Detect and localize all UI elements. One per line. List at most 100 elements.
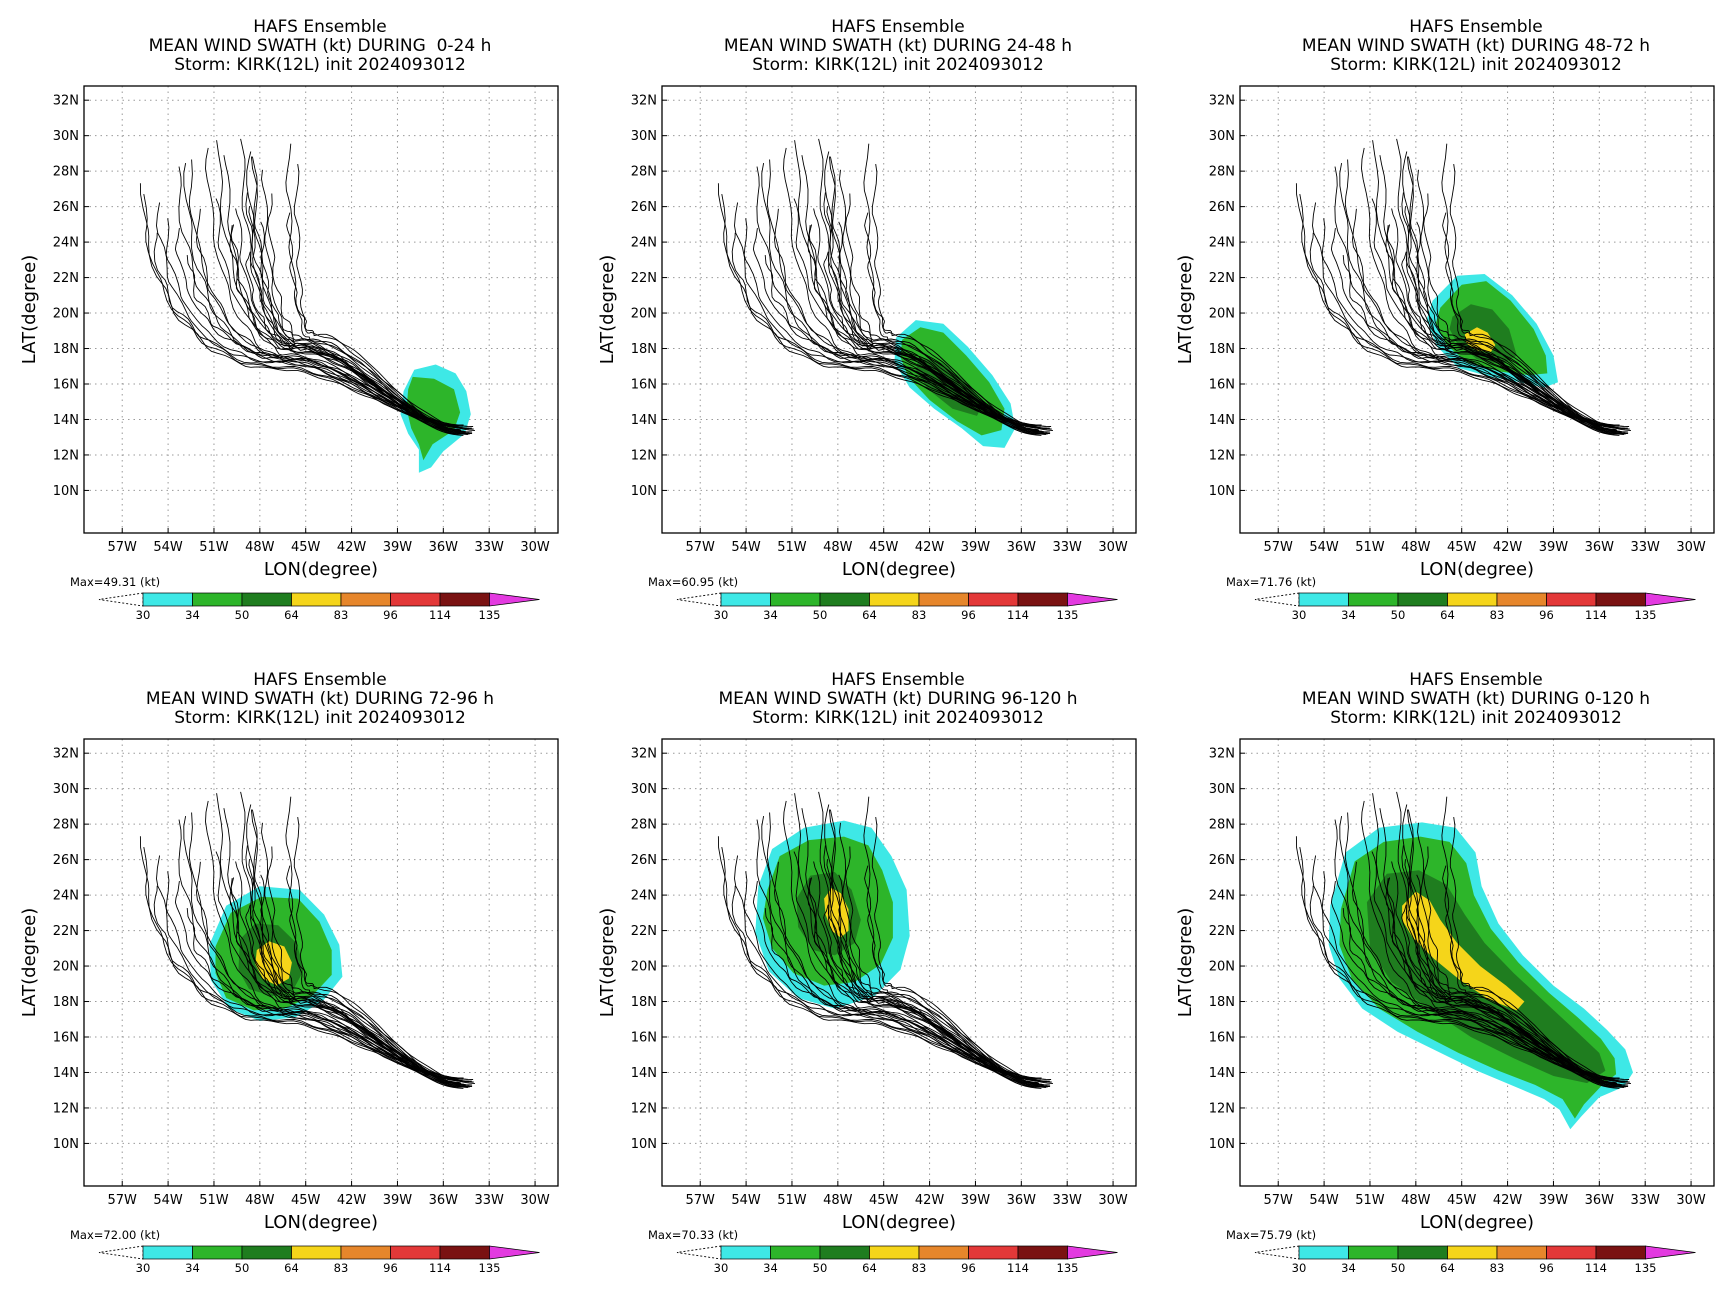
colorbar-over-range bbox=[1067, 592, 1118, 607]
ensemble-track bbox=[1344, 159, 1618, 429]
lat-tick-label: 16N bbox=[53, 1031, 79, 1046]
lat-tick-label: 12N bbox=[53, 448, 79, 463]
ensemble-track bbox=[1295, 836, 1630, 1083]
colorbar-swatch bbox=[241, 592, 292, 607]
colorbar-swatch bbox=[439, 592, 490, 607]
colorbar-level-label: 96 bbox=[1539, 1261, 1554, 1275]
swath-map: 32N 30N 28N 26N 24N 22N 20N 18N 16N 14N 12N 10N 57W 5… bbox=[19, 738, 559, 1275]
ensemble-track bbox=[731, 885, 1037, 1079]
lon-tick-label: 33W bbox=[1630, 1193, 1660, 1208]
colorbar-level-label: 34 bbox=[185, 608, 200, 622]
swath-panel: HAFS Ensemble MEAN WIND SWATH (kt) DURING… bbox=[578, 653, 1156, 1306]
lat-tick-label: 28N bbox=[631, 818, 657, 833]
colorbar-swatch bbox=[1298, 592, 1349, 607]
colorbar-level-label: 96 bbox=[961, 1261, 976, 1275]
lat-tick-label: 30N bbox=[53, 782, 79, 797]
wind-swath bbox=[755, 820, 910, 1009]
lat-tick-label: 10N bbox=[631, 484, 657, 499]
swath-map: 32N 30N 28N 26N 24N 22N 20N 18N 16N 14N 12N 10N 57W 5… bbox=[1175, 738, 1715, 1275]
colorbar-swatch bbox=[968, 1245, 1019, 1260]
colorbar-level-label: 135 bbox=[1057, 608, 1079, 622]
lon-tick-label: 39W bbox=[961, 1193, 991, 1208]
ensemble-track bbox=[260, 221, 475, 431]
ensemble-track bbox=[1417, 822, 1616, 1088]
map-frame bbox=[1239, 738, 1715, 1187]
colorbar-swatch bbox=[1595, 592, 1646, 607]
colorbar-swatch bbox=[770, 1245, 821, 1260]
lon-tick-label: 48W bbox=[823, 540, 853, 555]
panel-title-line: HAFS Ensemble bbox=[253, 17, 387, 37]
lat-tick-label: 26N bbox=[53, 200, 79, 215]
ensemble-track bbox=[139, 183, 474, 430]
ensemble-track bbox=[766, 159, 1040, 429]
map-frame bbox=[661, 85, 1137, 534]
colorbar-level-label: 114 bbox=[429, 1261, 451, 1275]
lat-tick-label: 18N bbox=[1209, 342, 1235, 357]
ensemble-track bbox=[215, 851, 472, 1086]
lat-tick-label: 26N bbox=[631, 200, 657, 215]
lat-tick-label: 16N bbox=[1209, 378, 1235, 393]
lat-tick-label: 12N bbox=[631, 1101, 657, 1116]
lat-tick-label: 16N bbox=[53, 378, 79, 393]
lon-tick-label: 42W bbox=[915, 540, 945, 555]
ensemble-track bbox=[261, 822, 460, 1088]
lon-tick-label: 48W bbox=[1401, 540, 1431, 555]
colorbar-level-label: 114 bbox=[1585, 608, 1607, 622]
lat-tick-label: 20N bbox=[1209, 960, 1235, 975]
lon-tick-label: 30W bbox=[1098, 540, 1128, 555]
lat-tick-label: 28N bbox=[631, 165, 657, 180]
lat-tick-label: 24N bbox=[631, 236, 657, 251]
colorbar-swatch bbox=[1595, 1245, 1646, 1260]
map-frame bbox=[83, 738, 559, 1187]
colorbar-level-label: 83 bbox=[1490, 1261, 1505, 1275]
ensemble-track bbox=[864, 212, 1040, 431]
lon-tick-label: 39W bbox=[1539, 540, 1569, 555]
lon-tick-label: 48W bbox=[1401, 1193, 1431, 1208]
swath-map: 32N 30N 28N 26N 24N 22N 20N 18N 16N 14N 12N 10N 57W 5… bbox=[597, 738, 1137, 1275]
swath-map: 32N 30N 28N 26N 24N 22N 20N 18N 16N 14N 12N 10N 57W 5… bbox=[1175, 85, 1715, 622]
lon-tick-label: 33W bbox=[474, 540, 504, 555]
y-axis-label: LAT(degree) bbox=[19, 255, 40, 364]
lon-tick-label: 57W bbox=[1264, 540, 1294, 555]
lon-tick-label: 51W bbox=[199, 1193, 229, 1208]
lat-tick-label: 14N bbox=[53, 413, 79, 428]
ensemble-track bbox=[838, 221, 1053, 431]
ensemble-track bbox=[174, 228, 464, 426]
lon-tick-label: 42W bbox=[337, 1193, 367, 1208]
lon-tick-label: 36W bbox=[1007, 1193, 1037, 1208]
colorbar-level-label: 64 bbox=[284, 608, 299, 622]
lon-tick-label: 57W bbox=[686, 540, 716, 555]
colorbar-swatch bbox=[390, 592, 441, 607]
lon-tick-label: 39W bbox=[1539, 1193, 1569, 1208]
colorbar-level-label: 30 bbox=[136, 1261, 151, 1275]
colorbar: Max=75.79 (kt) 30 34 50 64 83 96 114 135 bbox=[1226, 1228, 1696, 1275]
lon-tick-label: 39W bbox=[383, 1193, 413, 1208]
ensemble-track bbox=[139, 836, 474, 1083]
colorbar-level-label: 30 bbox=[1292, 1261, 1307, 1275]
y-axis-label: LAT(degree) bbox=[1175, 255, 1196, 364]
lat-tick-label: 28N bbox=[1209, 165, 1235, 180]
lat-tick-label: 10N bbox=[631, 1137, 657, 1152]
lat-tick-label: 24N bbox=[53, 236, 79, 251]
ensemble-track bbox=[717, 836, 1052, 1083]
ensemble-track bbox=[1449, 164, 1616, 431]
lon-tick-label: 45W bbox=[869, 1193, 899, 1208]
colorbar-swatch bbox=[1496, 592, 1547, 607]
ensemble-track bbox=[1330, 228, 1620, 426]
colorbar: Max=60.95 (kt) 30 34 50 64 83 96 114 135 bbox=[648, 575, 1118, 622]
colorbar-swatch bbox=[439, 1245, 490, 1260]
lon-tick-label: 42W bbox=[337, 540, 367, 555]
ensemble-track bbox=[293, 817, 460, 1084]
colorbar-level-label: 135 bbox=[479, 608, 501, 622]
lat-tick-label: 14N bbox=[631, 1066, 657, 1081]
colorbar-swatch bbox=[869, 592, 920, 607]
colorbar-swatch bbox=[1397, 1245, 1448, 1260]
colorbar-swatch bbox=[1546, 592, 1597, 607]
panel-title-line: HAFS Ensemble bbox=[1409, 670, 1543, 690]
colorbar-swatch bbox=[1348, 592, 1399, 607]
panel-title-line: HAFS Ensemble bbox=[831, 17, 965, 37]
colorbar-level-label: 30 bbox=[1292, 608, 1307, 622]
y-axis-label: LAT(degree) bbox=[597, 908, 618, 1017]
colorbar: Max=71.76 (kt) 30 34 50 64 83 96 114 135 bbox=[1226, 575, 1696, 622]
swath-contour bbox=[1402, 891, 1525, 1011]
